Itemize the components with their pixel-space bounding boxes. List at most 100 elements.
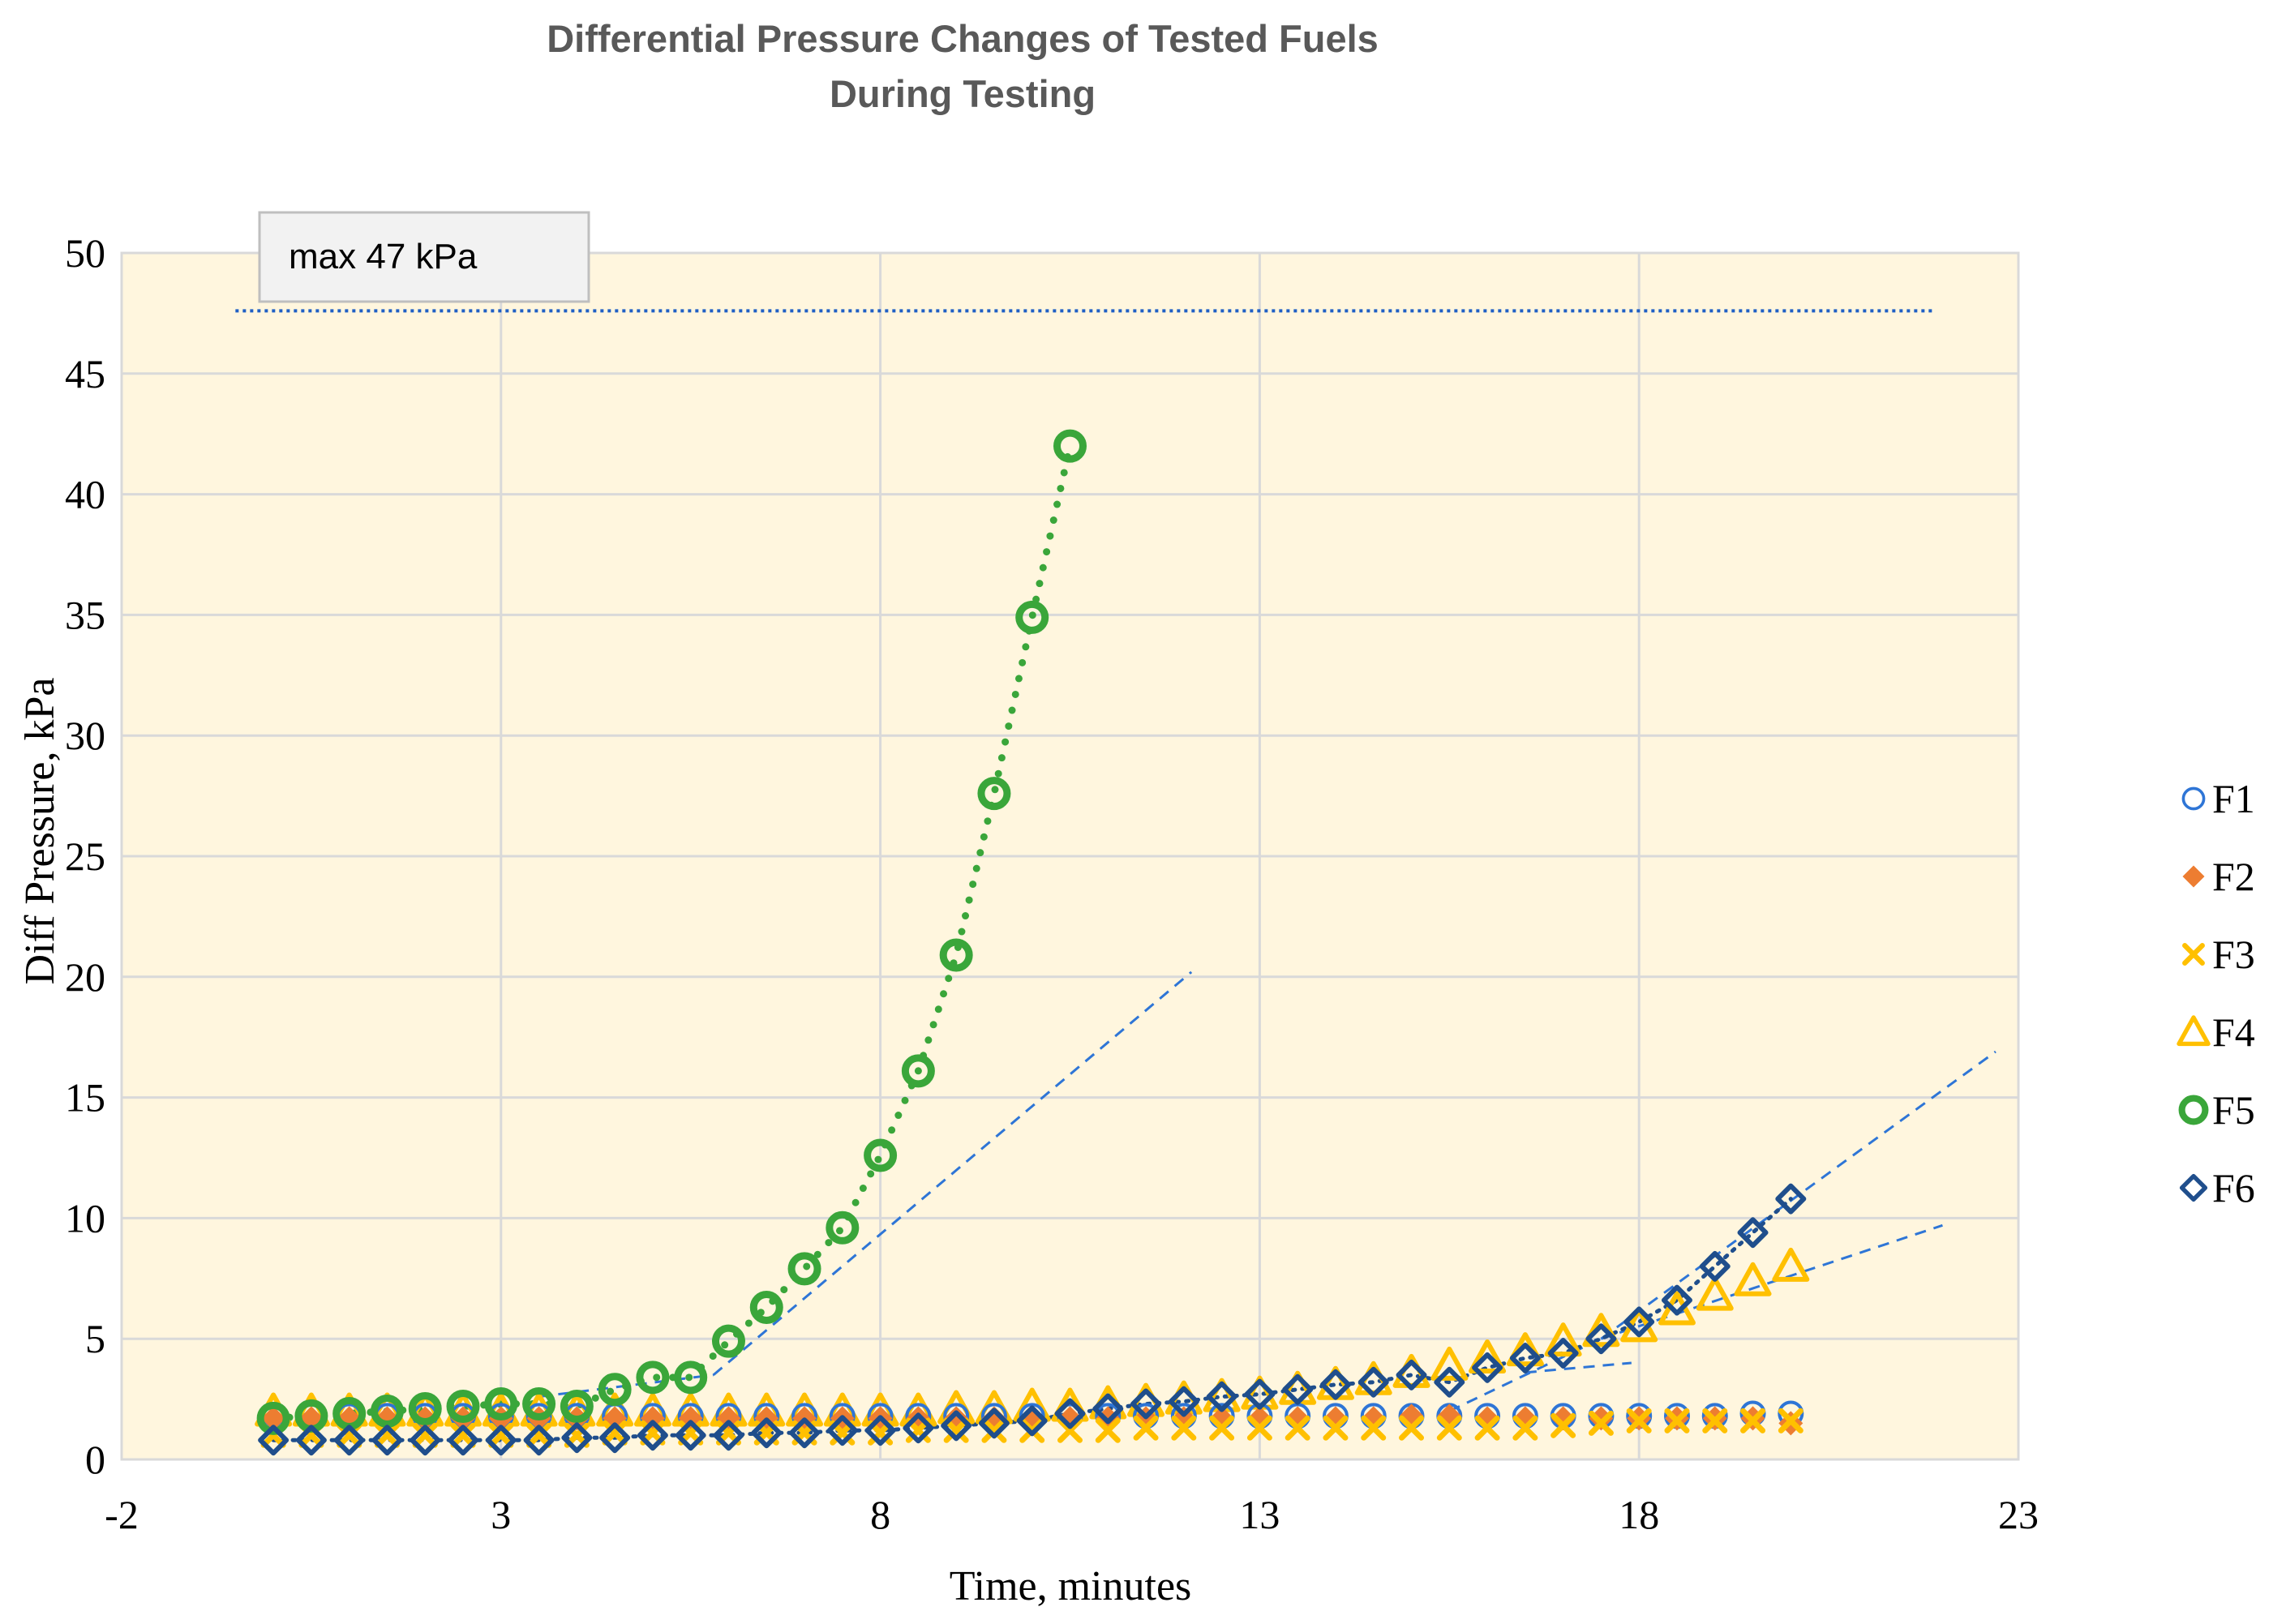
data-point [261, 1406, 286, 1431]
data-point [789, 1417, 821, 1449]
y-tick-label: 50 [65, 230, 105, 276]
data-point [1319, 1369, 1351, 1400]
data-point [903, 1412, 934, 1444]
max-pressure-note-text: max 47 kPa [289, 237, 478, 276]
data-point [749, 1291, 783, 1325]
data-point [713, 1420, 744, 1451]
legend-marker [2177, 1015, 2211, 1047]
data-point [1509, 1343, 1541, 1374]
data-point [1472, 1352, 1503, 1383]
data-point [295, 1425, 327, 1456]
data-point [374, 1422, 400, 1448]
legend: F1 F2 F3 F4 F5 F6 [2177, 776, 2255, 1211]
data-point [1737, 1217, 1769, 1249]
series-f5 [256, 429, 1087, 1435]
data-point [1206, 1381, 1237, 1412]
data-point [941, 1410, 972, 1442]
series-f6 [258, 1183, 1807, 1456]
axes: -2 3 8 13 18 23 0 5 10 15 20 25 30 35 40 45 50 [65, 230, 2039, 1537]
data-point [526, 1422, 552, 1448]
legend-marker [2181, 786, 2206, 811]
y-tick-label: 40 [65, 472, 105, 517]
y-tick-label: 5 [85, 1316, 105, 1361]
data-point [1512, 1415, 1538, 1441]
data-point [636, 1360, 670, 1395]
data-point [943, 1417, 969, 1443]
data-point [408, 1392, 442, 1426]
data-point [1550, 1412, 1576, 1438]
chart-title-line-1: Differential Pressure Changes of Tested … [547, 17, 1379, 60]
data-point [450, 1422, 476, 1448]
data-point [1702, 1408, 1728, 1433]
data-point [599, 1422, 631, 1454]
y-tick-label: 0 [85, 1437, 105, 1482]
data-point [826, 1211, 860, 1245]
data-point [1430, 1346, 1469, 1381]
data-point [675, 1420, 706, 1451]
data-point [1699, 1250, 1731, 1282]
data-point [1361, 1415, 1387, 1441]
data-point [1282, 1373, 1314, 1405]
y-tick-label: 10 [65, 1195, 105, 1240]
legend-marker [2182, 865, 2205, 888]
data-point [1474, 1415, 1500, 1441]
data-point [826, 1415, 858, 1446]
data-point [864, 1415, 896, 1446]
data-point [1244, 1378, 1276, 1410]
data-point [410, 1425, 441, 1456]
data-point [1436, 1415, 1462, 1441]
data-point [1133, 1415, 1159, 1441]
data-point [939, 938, 973, 972]
data-point [333, 1425, 365, 1456]
max-pressure-note-box [258, 211, 590, 303]
legend-label: F1 [2212, 776, 2255, 821]
data-point [1626, 1408, 1652, 1433]
series [255, 429, 1810, 1456]
data-point [1588, 1410, 1614, 1436]
x-tick-label: 8 [870, 1492, 890, 1537]
data-point [978, 1408, 1010, 1439]
legend-marker [2179, 1173, 2208, 1202]
data-point [602, 1420, 628, 1446]
data-point [256, 1401, 290, 1435]
data-point [371, 1425, 403, 1456]
y-tick-label: 45 [65, 351, 105, 396]
y-tick-label: 35 [65, 592, 105, 637]
x-tick-label: 13 [1239, 1492, 1280, 1537]
data-point [1544, 1322, 1582, 1357]
data-point [1209, 1415, 1235, 1441]
data-point [864, 1138, 898, 1172]
y-tick-label: 20 [65, 954, 105, 1000]
data-point [1696, 1276, 1734, 1311]
data-point [1396, 1359, 1427, 1390]
data-point [1357, 1366, 1389, 1398]
data-point [1323, 1415, 1349, 1441]
x-tick-label: -2 [105, 1492, 139, 1537]
data-point [522, 1387, 556, 1421]
data-point [1054, 1398, 1086, 1429]
y-tick-label: 15 [65, 1075, 105, 1121]
data-point [1469, 1339, 1507, 1374]
data-point [1057, 1417, 1083, 1443]
x-tick-label: 3 [491, 1492, 511, 1537]
data-point [637, 1420, 668, 1451]
data-point [1053, 429, 1087, 463]
data-point [1623, 1306, 1655, 1338]
data-point [1285, 1415, 1310, 1441]
data-point [1016, 1405, 1048, 1437]
legend-label: F6 [2212, 1165, 2255, 1211]
legend-label: F2 [2212, 854, 2255, 899]
data-point [711, 1324, 745, 1358]
data-point [1550, 1406, 1576, 1431]
data-point [484, 1387, 518, 1421]
data-point [1661, 1284, 1692, 1316]
data-point [370, 1394, 404, 1428]
x-tick-label: 23 [1998, 1492, 2039, 1537]
data-point [977, 777, 1011, 811]
data-point [1585, 1323, 1617, 1355]
data-point [1095, 1417, 1121, 1443]
data-point [561, 1422, 593, 1454]
trendline [712, 971, 1193, 1376]
data-point [1775, 1183, 1807, 1215]
